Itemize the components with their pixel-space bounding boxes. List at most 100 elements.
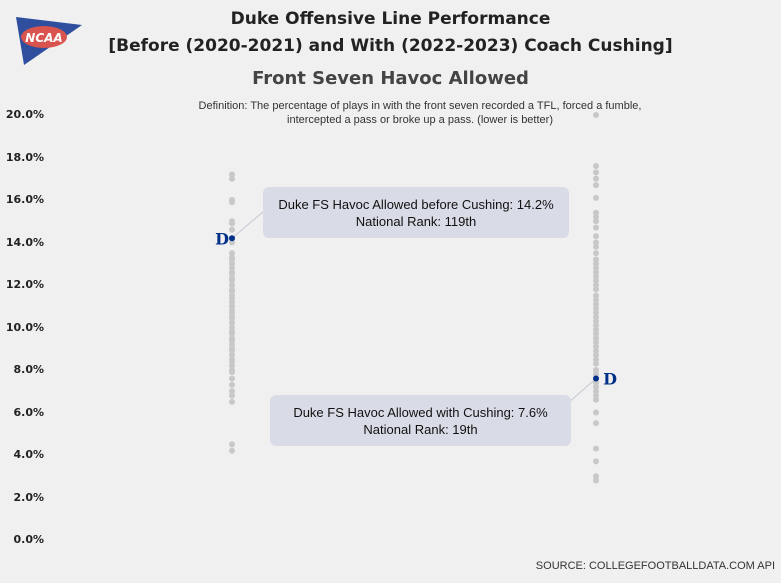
scatter-point — [229, 299, 235, 305]
scatter-point — [593, 318, 599, 325]
scatter-point — [593, 360, 599, 367]
scatter-point — [229, 288, 235, 295]
scatter-point — [593, 163, 599, 169]
scatter-point — [593, 209, 599, 216]
scatter-point — [229, 337, 235, 344]
scatter-point — [593, 330, 599, 337]
scatter-point — [593, 182, 599, 189]
scatter-point — [593, 477, 599, 484]
scatter-point — [593, 277, 599, 284]
logo-football-shape — [21, 26, 67, 48]
scatter-point — [593, 194, 599, 201]
scatter-point — [593, 175, 599, 182]
scatter-point — [593, 335, 599, 342]
y-tick-label: 8.0% — [13, 363, 44, 376]
scatter-point — [229, 381, 235, 388]
scatter-point — [593, 313, 599, 320]
scatter-point — [229, 441, 235, 448]
scatter-point — [593, 169, 599, 176]
scatter-point — [593, 322, 599, 329]
duke-logo-marker: D — [603, 370, 617, 389]
scatter-point — [593, 269, 599, 276]
scatter-point — [229, 250, 235, 257]
scatter-point — [229, 375, 235, 382]
scatter-point — [593, 371, 599, 378]
scatter-point — [229, 447, 235, 454]
scatter-point — [593, 233, 599, 240]
y-tick-label: 12.0% — [5, 278, 44, 291]
scatter-point — [229, 324, 235, 331]
duke-highlights: DD — [215, 229, 617, 388]
annotation-connector — [567, 378, 597, 404]
scatter-point — [229, 330, 235, 337]
scatter-point — [593, 384, 599, 390]
scatter-point — [593, 286, 599, 293]
scatter-point — [229, 358, 235, 365]
scatter-point — [593, 301, 599, 308]
scatter-point — [229, 369, 235, 376]
y-tick-label: 18.0% — [5, 150, 44, 164]
scatter-point — [229, 277, 235, 284]
scatter-point — [229, 271, 235, 278]
scatter-point — [229, 316, 235, 322]
duke-point — [229, 235, 235, 242]
scatter-point — [229, 388, 235, 395]
scatter-point — [593, 292, 599, 299]
scatter-point — [593, 256, 599, 263]
scatter-point — [593, 309, 599, 316]
scatter-point — [593, 445, 599, 452]
ncaa-logo: NCAA — [14, 15, 84, 71]
scatter-point — [593, 326, 599, 333]
scatter-point — [229, 260, 235, 267]
scatter-point — [229, 352, 235, 359]
scatter-point — [593, 396, 599, 403]
scatter-point — [593, 343, 599, 350]
scatter-point — [593, 347, 599, 354]
scatter-point — [593, 296, 599, 303]
scatter-point — [593, 392, 599, 399]
scatter-point — [593, 265, 599, 271]
scatter-point — [229, 256, 235, 263]
scatter-point — [593, 250, 599, 257]
scatter-point — [229, 226, 235, 233]
scatter-point — [593, 260, 599, 267]
annotation-before-cushing: Duke FS Havoc Allowed before Cushing: 14… — [263, 187, 569, 238]
y-tick-label: 20.0% — [5, 108, 44, 121]
scatter-point — [593, 214, 599, 220]
scatter-point — [593, 273, 599, 280]
y-tick-label: 6.0% — [13, 405, 44, 419]
scatter-point — [593, 420, 599, 427]
logo-text: NCAA — [25, 31, 62, 45]
scatter-point — [229, 347, 235, 354]
scatter-point — [593, 218, 599, 225]
scatter-point — [593, 356, 599, 363]
scatter-point — [593, 379, 599, 386]
scatter-point — [229, 282, 235, 288]
scatter-point — [593, 339, 599, 346]
scatter-point — [593, 367, 599, 373]
duke-point — [593, 375, 599, 382]
definition-line2: intercepted a pass or broke up a pass. (… — [287, 114, 553, 126]
duke-logo-marker: D — [215, 229, 229, 248]
scatter-point — [229, 320, 235, 327]
definition-line1: Definition: The percentage of plays in w… — [198, 100, 642, 112]
scatter-point — [593, 224, 599, 231]
scatter-point — [229, 392, 235, 399]
scatter-point — [229, 303, 235, 310]
annotation-with-cushing: Duke FS Havoc Allowed with Cushing: 7.6%… — [270, 395, 571, 446]
annotation-before-havoc: Duke FS Havoc Allowed before Cushing: 14… — [278, 197, 554, 212]
y-tick-label: 2.0% — [13, 490, 44, 504]
scatter-point — [593, 239, 599, 246]
scatter-point — [229, 265, 235, 271]
scatter-point — [593, 473, 599, 480]
scatter-point — [593, 458, 599, 465]
y-tick-label: 10.0% — [5, 320, 44, 334]
scatter-point — [229, 294, 235, 301]
annotation-with-rank: National Rank: 19th — [363, 422, 478, 437]
scatter-point — [229, 362, 235, 369]
scatter-point — [229, 175, 235, 182]
y-tick-label: 0.0% — [13, 533, 44, 546]
y-tick-label: 4.0% — [13, 448, 44, 461]
scatter-point — [229, 239, 235, 246]
